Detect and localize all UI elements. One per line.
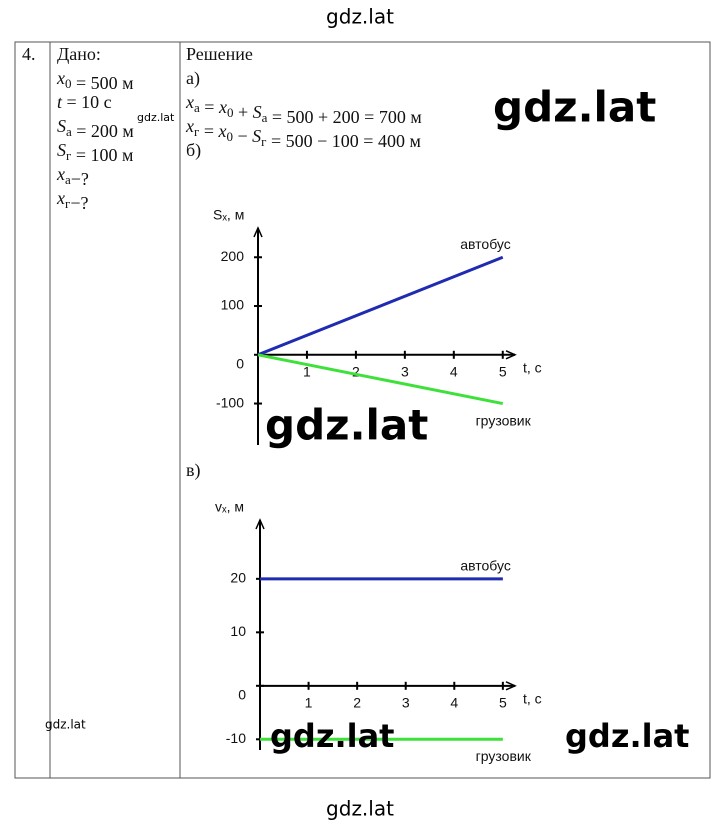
y-axis-label: Sₓ, м xyxy=(213,207,244,223)
text: = 100 м xyxy=(71,145,133,165)
watermark: gdz.lat xyxy=(137,111,175,124)
watermark: gdz.lat xyxy=(265,401,428,450)
x-tick-label: 5 xyxy=(499,363,507,379)
x-tick-label: 5 xyxy=(499,695,507,711)
text: + xyxy=(233,102,252,122)
variable: x xyxy=(185,92,194,112)
formula-line: xа = x0 + Sа = 500 + 200 = 700 м xyxy=(185,92,422,127)
x-tick-label: 2 xyxy=(353,695,361,711)
variable: x xyxy=(56,188,65,208)
x-tick-label: 3 xyxy=(401,363,409,379)
given-title: Дано: xyxy=(57,44,101,64)
y-tick-label: 200 xyxy=(221,248,245,264)
x-tick-label: 3 xyxy=(402,695,410,711)
variable: x xyxy=(218,97,227,117)
y-arrow xyxy=(255,518,265,530)
formula-line: xг = x0 − Sг = 500 − 100 = 400 м xyxy=(185,116,421,151)
subscript: 0 xyxy=(227,105,234,120)
x-axis-label: t, с xyxy=(523,359,542,375)
variable: x xyxy=(56,68,65,88)
text: −? xyxy=(71,169,89,189)
variable: x xyxy=(56,164,65,184)
text: = 500 м xyxy=(72,73,134,93)
text: = xyxy=(200,97,219,117)
x-tick-label: 4 xyxy=(450,363,458,379)
formula-line: xа−? xyxy=(56,164,89,189)
x-arrow xyxy=(505,681,517,691)
variable: t xyxy=(57,92,63,112)
subscript: а xyxy=(66,124,72,139)
formula-line: xг−? xyxy=(56,188,88,213)
data-line xyxy=(257,255,504,357)
solution-title: Решение xyxy=(186,44,253,64)
y-tick-label: -10 xyxy=(226,730,246,746)
x-tick-label: 1 xyxy=(303,363,311,379)
x-tick-label: 4 xyxy=(450,695,458,711)
variable: S xyxy=(57,140,66,160)
subscript: 0 xyxy=(65,76,72,91)
variable: S xyxy=(57,116,66,136)
watermark: gdz.lat xyxy=(565,717,689,755)
subscript: г xyxy=(261,134,266,149)
text: = xyxy=(199,121,218,141)
y-tick-label: 0 xyxy=(238,687,246,703)
subscript: г xyxy=(66,148,71,163)
x-tick-label: 2 xyxy=(352,363,360,379)
data-line xyxy=(257,353,504,406)
text: = 500 − 100 = 400 м xyxy=(267,131,421,151)
subscript: а xyxy=(262,110,268,125)
subscript: а xyxy=(194,100,200,115)
series-label: грузовик xyxy=(476,748,532,764)
x-axis-label: t, с xyxy=(523,691,542,707)
y-arrow xyxy=(253,226,263,238)
subscript: а xyxy=(65,172,71,187)
part-label: в) xyxy=(186,460,201,481)
part-label: б) xyxy=(186,140,201,161)
variable: x xyxy=(218,121,227,141)
table-border xyxy=(14,41,711,779)
watermark: gdz.lat xyxy=(326,5,394,29)
series-label: автобус xyxy=(460,236,511,252)
watermark: gdz.lat xyxy=(493,83,656,132)
subscript: 0 xyxy=(227,129,234,144)
variable: S xyxy=(252,126,261,146)
formula-line: t = 10 с xyxy=(57,92,112,112)
text: = 200 м xyxy=(72,121,134,141)
variable: S xyxy=(253,102,262,122)
formula-line: x0 = 500 м xyxy=(56,68,134,93)
text: = 10 с xyxy=(62,92,112,112)
text: − xyxy=(233,126,252,146)
watermark: gdz.lat xyxy=(45,718,86,732)
x-arrow xyxy=(505,350,517,360)
y-tick-label: 20 xyxy=(230,570,246,586)
x-tick-label: 1 xyxy=(305,695,313,711)
formula-line: Sг = 100 м xyxy=(57,140,133,165)
formula-line: Sа = 200 м xyxy=(57,116,134,141)
text: −? xyxy=(70,193,88,213)
series-label: автобус xyxy=(460,558,511,574)
text: = 500 + 200 = 700 м xyxy=(267,107,421,127)
y-axis-label: vₓ, м xyxy=(215,499,244,515)
series-label: грузовик xyxy=(476,412,532,428)
y-tick-label: 0 xyxy=(236,355,244,371)
watermark: gdz.lat xyxy=(270,717,394,755)
variable: x xyxy=(185,116,194,136)
task-number: 4. xyxy=(22,44,36,64)
subscript: г xyxy=(194,124,199,139)
subscript: г xyxy=(65,196,70,211)
y-tick-label: 10 xyxy=(230,623,246,639)
watermark: gdz.lat xyxy=(326,797,394,821)
part-label: а) xyxy=(186,68,200,89)
y-tick-label: 100 xyxy=(221,297,245,313)
y-tick-label: -100 xyxy=(216,394,244,410)
